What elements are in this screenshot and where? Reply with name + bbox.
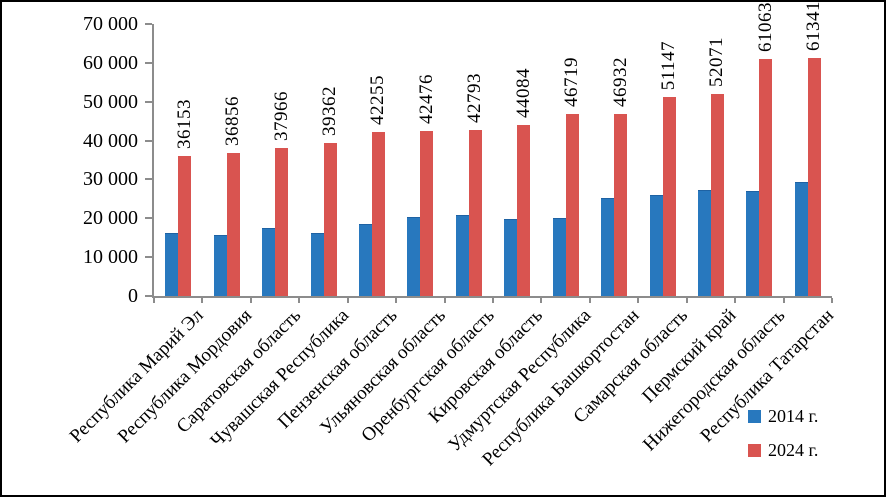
bar-value-label: 51147 (658, 40, 679, 91)
y-axis-tick (145, 178, 152, 181)
bar-2014 (165, 233, 179, 296)
y-axis-tick-label: 60 000 (83, 51, 138, 74)
bar-2024 (323, 143, 337, 296)
x-axis-line (152, 296, 832, 298)
y-axis-tick-label: 30 000 (83, 168, 138, 191)
bar-value-label: 42255 (367, 74, 389, 125)
x-axis-tick (831, 298, 833, 303)
legend-label: 2014 г. (768, 406, 819, 426)
legend-label: 2024 г. (768, 440, 819, 460)
bar-2024 (710, 93, 724, 296)
bar-value-label: 37966 (270, 91, 292, 142)
bar-value-label: 61063 (754, 1, 776, 52)
bar-2024 (662, 97, 676, 296)
bar-2024 (759, 58, 773, 296)
x-axis-tick (395, 298, 398, 303)
x-axis-tick (540, 298, 543, 303)
y-axis-tick (145, 295, 152, 297)
bar-2024 (565, 114, 579, 296)
bar-2024 (614, 113, 628, 296)
bar-2014 (455, 215, 469, 296)
bar-2014 (407, 217, 421, 296)
y-axis-tick-label: 20 000 (83, 207, 138, 230)
y-axis-tick (145, 217, 152, 220)
x-axis-tick (637, 298, 640, 303)
bar-2014 (358, 223, 372, 296)
bar-value-label: 61341 (803, 0, 825, 51)
bar-2014 (262, 228, 276, 296)
y-axis-tick-label: 50 000 (83, 90, 138, 113)
legend-item-2014: 2014 г. (748, 406, 818, 426)
x-axis-tick (685, 298, 688, 303)
legend-item-2024: 2024 г. (748, 440, 818, 460)
bar-value-label: 42793 (464, 72, 486, 123)
bar-2014 (649, 194, 663, 296)
x-axis-tick (782, 298, 785, 303)
bar-2024 (468, 129, 482, 296)
bar-2014 (601, 198, 615, 296)
x-axis-tick (298, 298, 301, 303)
legend-swatch-2024 (748, 443, 761, 457)
bar-2024 (371, 131, 385, 296)
x-axis-tick (346, 298, 349, 303)
legend-swatch-2014 (748, 409, 761, 423)
bar-2014 (310, 233, 324, 296)
x-axis-tick (588, 298, 591, 303)
x-axis-tick (443, 298, 446, 303)
bar-value-label: 46932 (609, 56, 631, 107)
bar-2024 (807, 57, 821, 296)
x-axis-tick (734, 298, 737, 303)
bar-2014 (794, 182, 808, 296)
bar-2014 (504, 218, 518, 296)
x-axis-tick (492, 298, 494, 303)
y-axis-tick (145, 61, 152, 64)
bar-2024 (420, 130, 434, 296)
bar-value-label: 39362 (319, 86, 340, 137)
bar-value-label: 42476 (415, 73, 437, 124)
bar-2014 (746, 191, 760, 296)
bar-value-label: 46719 (561, 57, 583, 108)
bar-2014 (697, 190, 711, 296)
y-axis-tick (145, 100, 152, 103)
x-axis-tick (249, 298, 252, 303)
y-axis-tick-label: 40 000 (83, 129, 138, 152)
bar-2014 (213, 235, 227, 296)
bar-2024 (178, 155, 192, 296)
y-axis-tick (145, 256, 152, 259)
plot-area: 36153 36856 37966 39362 42255 42476 42793 44084… (154, 2, 832, 296)
y-axis-tick-label: 70 000 (83, 13, 138, 35)
y-axis-tick-label: 10 000 (83, 246, 138, 269)
bar-2014 (552, 217, 566, 296)
y-axis-tick (145, 23, 152, 25)
bar-value-label: 52071 (706, 36, 728, 87)
y-axis-tick (145, 139, 152, 142)
bar-value-label: 44084 (512, 67, 534, 118)
bar-2024 (517, 124, 531, 296)
bar-2024 (226, 152, 240, 296)
bar-2024 (275, 148, 289, 296)
bar-value-label: 36153 (173, 98, 195, 149)
y-axis-line (152, 24, 154, 298)
x-axis-tick (153, 298, 155, 303)
y-axis-tick-label: 0 (128, 285, 138, 307)
bar-value-label: 36856 (222, 95, 244, 146)
x-axis-tick (201, 298, 204, 303)
